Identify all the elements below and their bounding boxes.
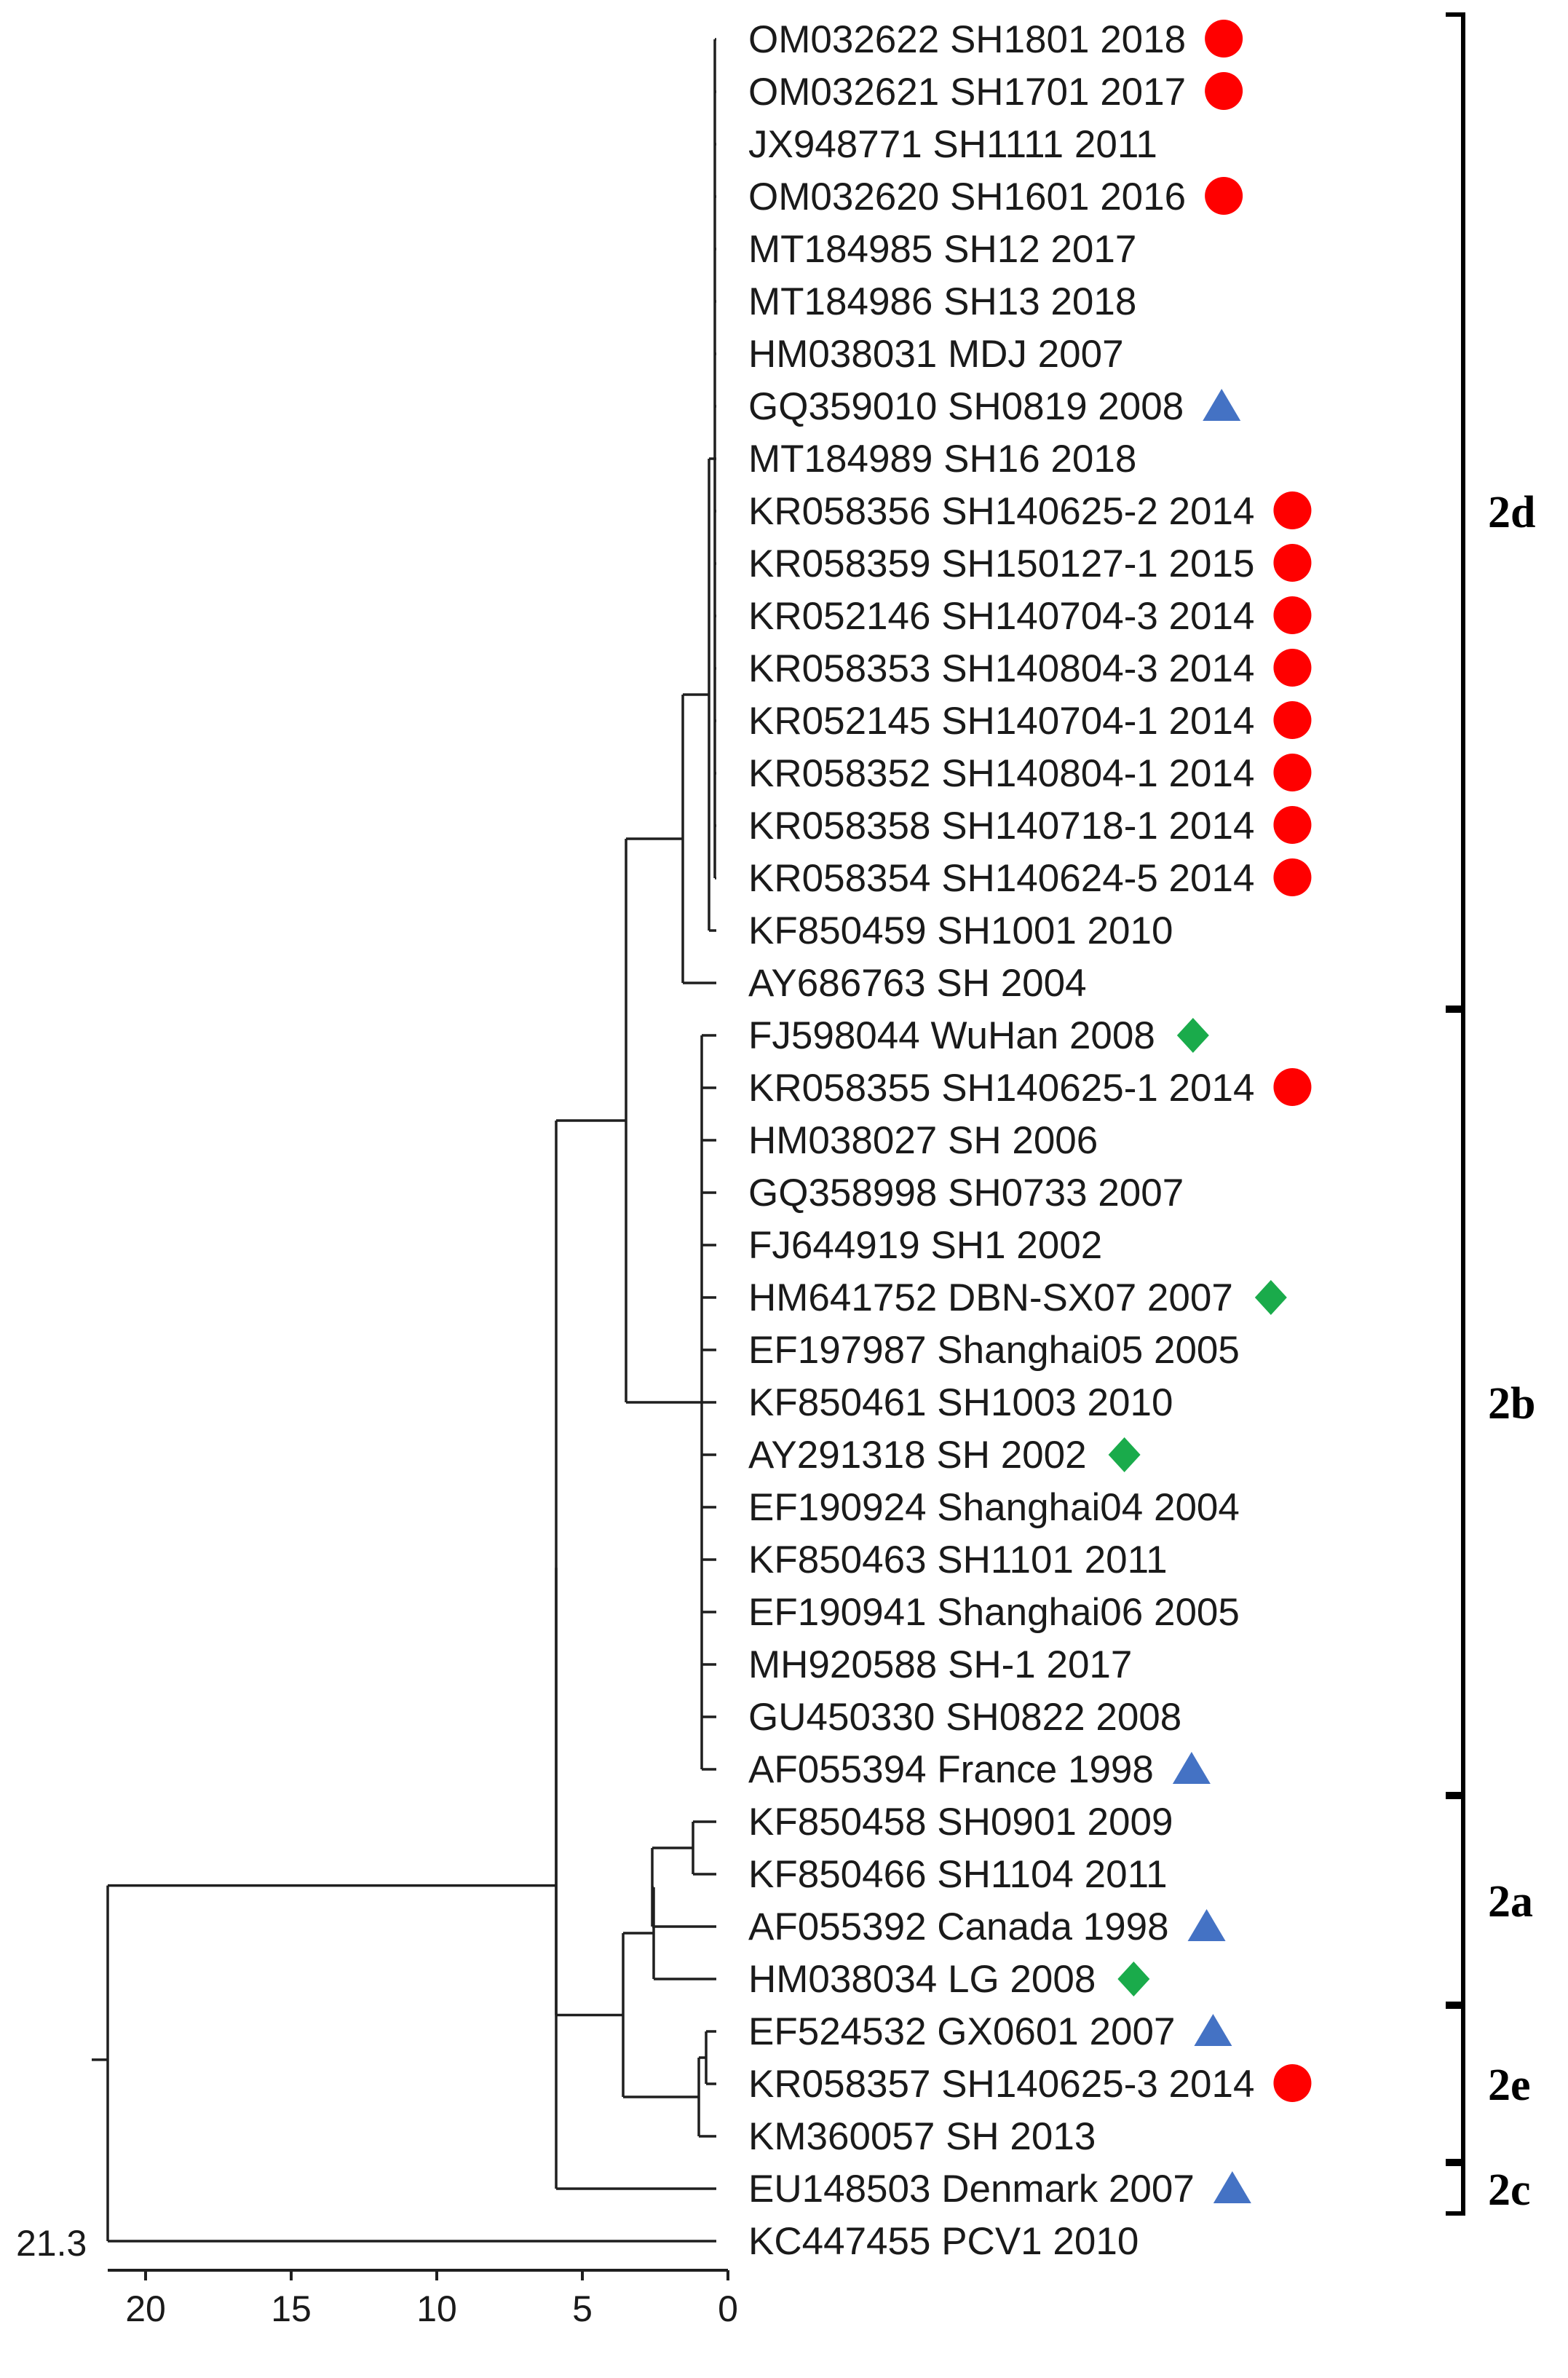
leaf-label: KR058358 SH140718-1 2014	[748, 805, 1254, 848]
leaf-label: HM038027 SH 2006	[748, 1119, 1098, 1162]
leaf-label: OM032621 SH1701 2017	[748, 71, 1186, 114]
leaf-label: KR058352 SH140804-1 2014	[748, 752, 1254, 795]
red-circle-marker	[1273, 596, 1312, 634]
leaf-label: KR052145 SH140704-1 2014	[748, 700, 1254, 743]
clade-bracket	[1446, 1795, 1465, 2006]
leaf-label: HM641752 DBN-SX07 2007	[748, 1276, 1233, 1319]
leaf-label: MT184986 SH13 2018	[748, 280, 1136, 323]
leaf-label: HM038034 LG 2008	[748, 1958, 1096, 2001]
leaf-label: EF524532 GX0601 2007	[748, 2010, 1175, 2053]
leaf-markers	[1108, 20, 1312, 2203]
leaf-label: GQ359010 SH0819 2008	[748, 385, 1184, 428]
clade-label: 2a	[1488, 1877, 1533, 1927]
green-diamond-marker	[1108, 1437, 1141, 1472]
leaf-label: KM360057 SH 2013	[748, 2115, 1096, 2158]
leaf-label: MT184989 SH16 2018	[748, 438, 1136, 481]
red-circle-marker	[1273, 701, 1312, 739]
leaf-label: KR058353 SH140804-3 2014	[748, 647, 1254, 690]
leaf-labels: OM032622 SH1801 2018 OM032621 SH1701 2017…	[748, 18, 1254, 2263]
axis-tick-label: 20	[125, 2288, 166, 2329]
axis-tick-label: 0	[718, 2288, 738, 2329]
blue-triangle-marker	[1213, 2171, 1251, 2203]
blue-triangle-marker	[1187, 1909, 1226, 1941]
leaf-label: KC447455 PCV1 2010	[748, 2220, 1139, 2263]
red-circle-marker	[1273, 544, 1312, 582]
leaf-label: KR058357 SH140625-3 2014	[748, 2063, 1254, 2106]
leaf-label: AF055392 Canada 1998	[748, 1905, 1169, 1948]
scale-label: 21.3	[16, 2223, 87, 2264]
red-circle-marker	[1205, 72, 1243, 110]
red-circle-marker	[1273, 754, 1312, 791]
leaf-label: KF850459 SH1001 2010	[748, 909, 1173, 952]
clade-bracket	[1446, 2162, 1465, 2216]
leaf-label: AF055394 France 1998	[748, 1748, 1154, 1791]
leaf-label: MH920588 SH-1 2017	[748, 1643, 1132, 1686]
leaf-label: FJ644919 SH1 2002	[748, 1224, 1102, 1267]
clade-bracket	[1446, 12, 1465, 1010]
leaf-label: HM038031 MDJ 2007	[748, 333, 1124, 376]
leaf-label: KR058359 SH150127-1 2015	[748, 542, 1254, 585]
leaf-label: OM032620 SH1601 2016	[748, 175, 1186, 218]
clade-bracket	[1446, 2004, 1465, 2163]
green-diamond-marker	[1254, 1280, 1287, 1315]
leaf-label: JX948771 SH1111 2011	[748, 123, 1157, 166]
leaf-label: KR052146 SH140704-3 2014	[748, 595, 1254, 638]
axis-tick-label: 10	[416, 2288, 457, 2329]
blue-triangle-marker	[1194, 2014, 1232, 2046]
leaf-label: KF850461 SH1003 2010	[748, 1381, 1173, 1424]
leaf-label: AY291318 SH 2002	[748, 1434, 1087, 1477]
clade-bracket	[1446, 1008, 1465, 1796]
leaf-label: KR058354 SH140624-5 2014	[748, 857, 1254, 900]
leaf-label: GU450330 SH0822 2008	[748, 1696, 1181, 1739]
clade-label: 2e	[1488, 2061, 1531, 2110]
red-circle-marker	[1273, 491, 1312, 529]
leaf-label: OM032622 SH1801 2018	[748, 18, 1186, 61]
red-circle-marker	[1205, 20, 1243, 58]
clade-label: 2d	[1488, 488, 1535, 537]
leaf-label: EF190924 Shanghai04 2004	[748, 1486, 1240, 1529]
clade-brackets: 2d 2b 2a 2e 2c	[1446, 12, 1535, 2216]
green-diamond-marker	[1176, 1018, 1209, 1053]
tree-branches	[92, 38, 716, 2243]
axis-tick-label: 15	[271, 2288, 312, 2329]
green-diamond-marker	[1117, 1962, 1150, 1996]
leaf-label: KR058355 SH140625-1 2014	[748, 1067, 1254, 1110]
leaf-label: KF850463 SH1101 2011	[748, 1538, 1168, 1581]
red-circle-marker	[1205, 177, 1243, 215]
blue-triangle-marker	[1172, 1752, 1211, 1784]
leaf-label: KF850466 SH1104 2011	[748, 1853, 1168, 1896]
leaf-label: EU148503 Denmark 2007	[748, 2168, 1195, 2211]
leaf-label: MT184985 SH12 2017	[748, 228, 1136, 271]
clade-label: 2c	[1488, 2165, 1531, 2215]
axis-tick-label: 5	[572, 2288, 593, 2329]
red-circle-marker	[1273, 649, 1312, 687]
scale-axis: 21.3 20 15 10 5 0	[16, 2223, 738, 2329]
leaf-label: GQ358998 SH0733 2007	[748, 1172, 1184, 1214]
red-circle-marker	[1273, 858, 1312, 896]
red-circle-marker	[1273, 1068, 1312, 1106]
leaf-label: KR058356 SH140625-2 2014	[748, 490, 1254, 533]
leaf-label: EF197987 Shanghai05 2005	[748, 1329, 1240, 1372]
red-circle-marker	[1273, 2064, 1312, 2102]
leaf-label: AY686763 SH 2004	[748, 962, 1087, 1005]
blue-triangle-marker	[1203, 389, 1241, 421]
leaf-label: KF850458 SH0901 2009	[748, 1801, 1173, 1844]
clade-label: 2b	[1488, 1379, 1535, 1429]
red-circle-marker	[1273, 806, 1312, 844]
leaf-label: FJ598044 WuHan 2008	[748, 1014, 1155, 1057]
leaf-label: EF190941 Shanghai06 2005	[748, 1591, 1240, 1634]
